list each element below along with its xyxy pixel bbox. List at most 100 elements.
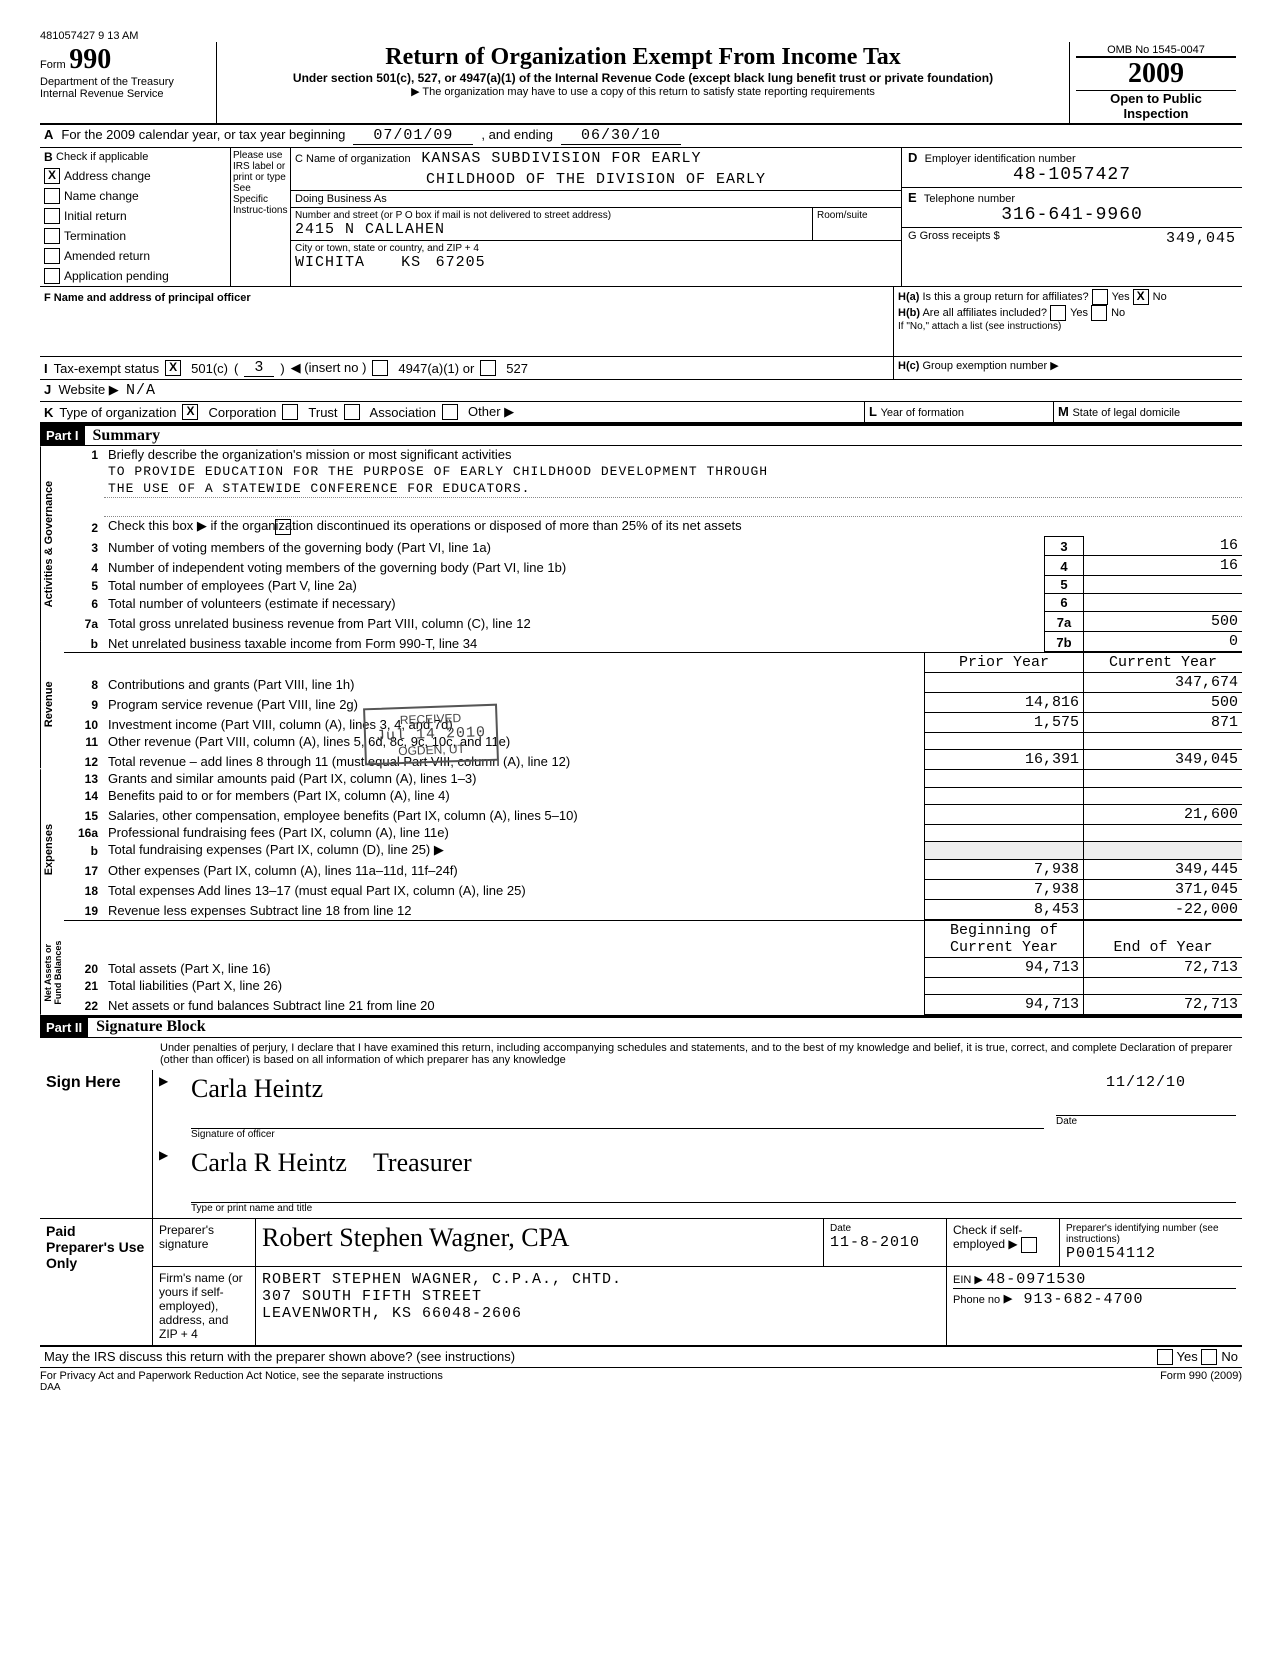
cb-4947[interactable] — [372, 360, 388, 376]
curr-val[interactable]: 72,713 — [1084, 958, 1243, 978]
curr-val[interactable]: 21,600 — [1084, 804, 1243, 824]
prior-val[interactable]: 14,816 — [925, 693, 1084, 713]
cb-name-change[interactable] — [44, 188, 60, 204]
line-val[interactable]: 0 — [1084, 632, 1243, 652]
sig-date[interactable]: 11/12/10 — [1056, 1074, 1236, 1091]
cb-q2[interactable] — [275, 519, 291, 535]
curr-val[interactable] — [1084, 824, 1243, 841]
firm-3[interactable]: LEAVENWORTH, KS 66048-2606 — [262, 1305, 940, 1322]
b-label: Check if applicable — [56, 151, 148, 163]
curr-val[interactable] — [1084, 977, 1243, 994]
firm-2[interactable]: 307 SOUTH FIFTH STREET — [262, 1288, 940, 1305]
curr-val[interactable] — [1084, 733, 1243, 750]
prior-val[interactable] — [925, 804, 1084, 824]
c-name-2[interactable]: CHILDHOOD OF THE DIVISION OF EARLY — [291, 169, 901, 190]
cb-ha-yes[interactable] — [1092, 289, 1108, 305]
line-val[interactable]: 16 — [1084, 556, 1243, 576]
prior-val[interactable] — [925, 733, 1084, 750]
cb-trust[interactable] — [282, 404, 298, 420]
line-no: 10 — [64, 713, 104, 733]
i-insert[interactable]: 3 — [244, 359, 274, 377]
curr-val[interactable]: 347,674 — [1084, 673, 1243, 693]
curr-val[interactable]: 500 — [1084, 693, 1243, 713]
line-text: Program service revenue (Part VIII, line… — [104, 693, 925, 713]
ptin[interactable]: P00154112 — [1066, 1245, 1236, 1262]
line-val[interactable]: 16 — [1084, 536, 1243, 556]
cb-corp[interactable]: X — [182, 404, 198, 420]
q1a[interactable]: TO PROVIDE EDUCATION FOR THE PURPOSE OF … — [104, 463, 1242, 480]
line-text: Contributions and grants (Part VIII, lin… — [104, 673, 925, 693]
cb-527[interactable] — [480, 360, 496, 376]
prior-val[interactable]: 94,713 — [925, 958, 1084, 978]
cb-hb-no[interactable] — [1091, 305, 1107, 321]
c-name-1[interactable]: KANSAS SUBDIVISION FOR EARLY — [421, 150, 701, 167]
prior-val[interactable]: 7,938 — [925, 859, 1084, 879]
curr-val[interactable]: 871 — [1084, 713, 1243, 733]
e-val[interactable]: 316-641-9960 — [908, 205, 1236, 225]
prior-val[interactable]: 7,938 — [925, 879, 1084, 899]
col-prior: Prior Year — [925, 653, 1084, 673]
c-zip[interactable]: 67205 — [436, 254, 486, 271]
declaration: Under penalties of perjury, I declare th… — [40, 1038, 1242, 1070]
prep-signature[interactable]: Robert Stephen Wagner, CPA — [262, 1223, 569, 1252]
ein-lbl: EIN ▶ — [953, 1274, 983, 1286]
cb-hb-yes[interactable] — [1050, 305, 1066, 321]
cb-discuss-yes[interactable] — [1157, 1349, 1173, 1365]
firm-1[interactable]: ROBERT STEPHEN WAGNER, C.P.A., CHTD. — [262, 1271, 940, 1288]
prior-val[interactable]: 94,713 — [925, 994, 1084, 1014]
prior-val[interactable] — [925, 673, 1084, 693]
g-lbl: G Gross receipts $ — [908, 230, 1000, 247]
cb-ha-no[interactable]: X — [1133, 289, 1149, 305]
cb-discuss-no[interactable] — [1201, 1349, 1217, 1365]
col-end: End of Year — [1084, 920, 1243, 957]
cb-other[interactable] — [442, 404, 458, 420]
q1b[interactable]: THE USE OF A STATEWIDE CONFERENCE FOR ED… — [104, 480, 1242, 498]
form-title: Return of Organization Exempt From Incom… — [227, 44, 1059, 71]
line-val[interactable] — [1084, 594, 1243, 612]
curr-val[interactable]: -22,000 — [1084, 899, 1243, 919]
prior-val[interactable]: 8,453 — [925, 899, 1084, 919]
prior-val[interactable] — [925, 787, 1084, 804]
discuss-text: May the IRS discuss this return with the… — [44, 1349, 515, 1366]
cb-address-change[interactable]: X — [44, 168, 60, 184]
d-val[interactable]: 48-1057427 — [908, 165, 1236, 185]
g-val[interactable]: 349,045 — [1166, 230, 1236, 247]
curr-val[interactable]: 349,445 — [1084, 859, 1243, 879]
ein[interactable]: 48-0971530 — [986, 1271, 1086, 1288]
a-begin[interactable]: 07/01/09 — [353, 127, 473, 145]
officer-title[interactable]: Treasurer — [373, 1148, 472, 1177]
cb-amend[interactable] — [44, 248, 60, 264]
opt-term: Termination — [64, 229, 126, 243]
officer-signature[interactable]: Carla Heintz — [191, 1074, 1044, 1104]
officer-name[interactable]: Carla R Heintz — [191, 1148, 347, 1177]
phone[interactable]: ▶ 913-682-4700 — [1003, 1291, 1143, 1308]
cb-assoc[interactable] — [344, 404, 360, 420]
cb-term[interactable] — [44, 228, 60, 244]
curr-val[interactable]: 72,713 — [1084, 994, 1243, 1014]
line-val[interactable]: 500 — [1084, 612, 1243, 632]
inspect-2: Inspection — [1076, 106, 1236, 121]
a-end[interactable]: 06/30/10 — [561, 127, 681, 145]
curr-val[interactable] — [1084, 787, 1243, 804]
curr-val[interactable]: 371,045 — [1084, 879, 1243, 899]
prep-date[interactable]: 11-8-2010 — [830, 1234, 940, 1251]
prior-val[interactable] — [925, 770, 1084, 787]
prior-val[interactable]: 16,391 — [925, 750, 1084, 770]
c-state[interactable]: KS — [401, 254, 421, 271]
j-val[interactable]: N/A — [126, 382, 156, 399]
c-street[interactable]: 2415 N CALLAHEN — [295, 221, 808, 238]
cb-initial[interactable] — [44, 208, 60, 224]
line-no: 5 — [64, 576, 104, 594]
line-box: 5 — [1045, 576, 1084, 594]
cb-app[interactable] — [44, 268, 60, 284]
cb-501c[interactable]: X — [165, 360, 181, 376]
c-city[interactable]: WICHITA — [295, 254, 365, 271]
cb-self-emp[interactable] — [1021, 1237, 1037, 1253]
prior-val[interactable] — [925, 977, 1084, 994]
prior-val[interactable]: 1,575 — [925, 713, 1084, 733]
prior-val[interactable] — [925, 824, 1084, 841]
opt-amend: Amended return — [64, 249, 150, 263]
curr-val[interactable]: 349,045 — [1084, 750, 1243, 770]
line-val[interactable] — [1084, 576, 1243, 594]
curr-val[interactable] — [1084, 770, 1243, 787]
